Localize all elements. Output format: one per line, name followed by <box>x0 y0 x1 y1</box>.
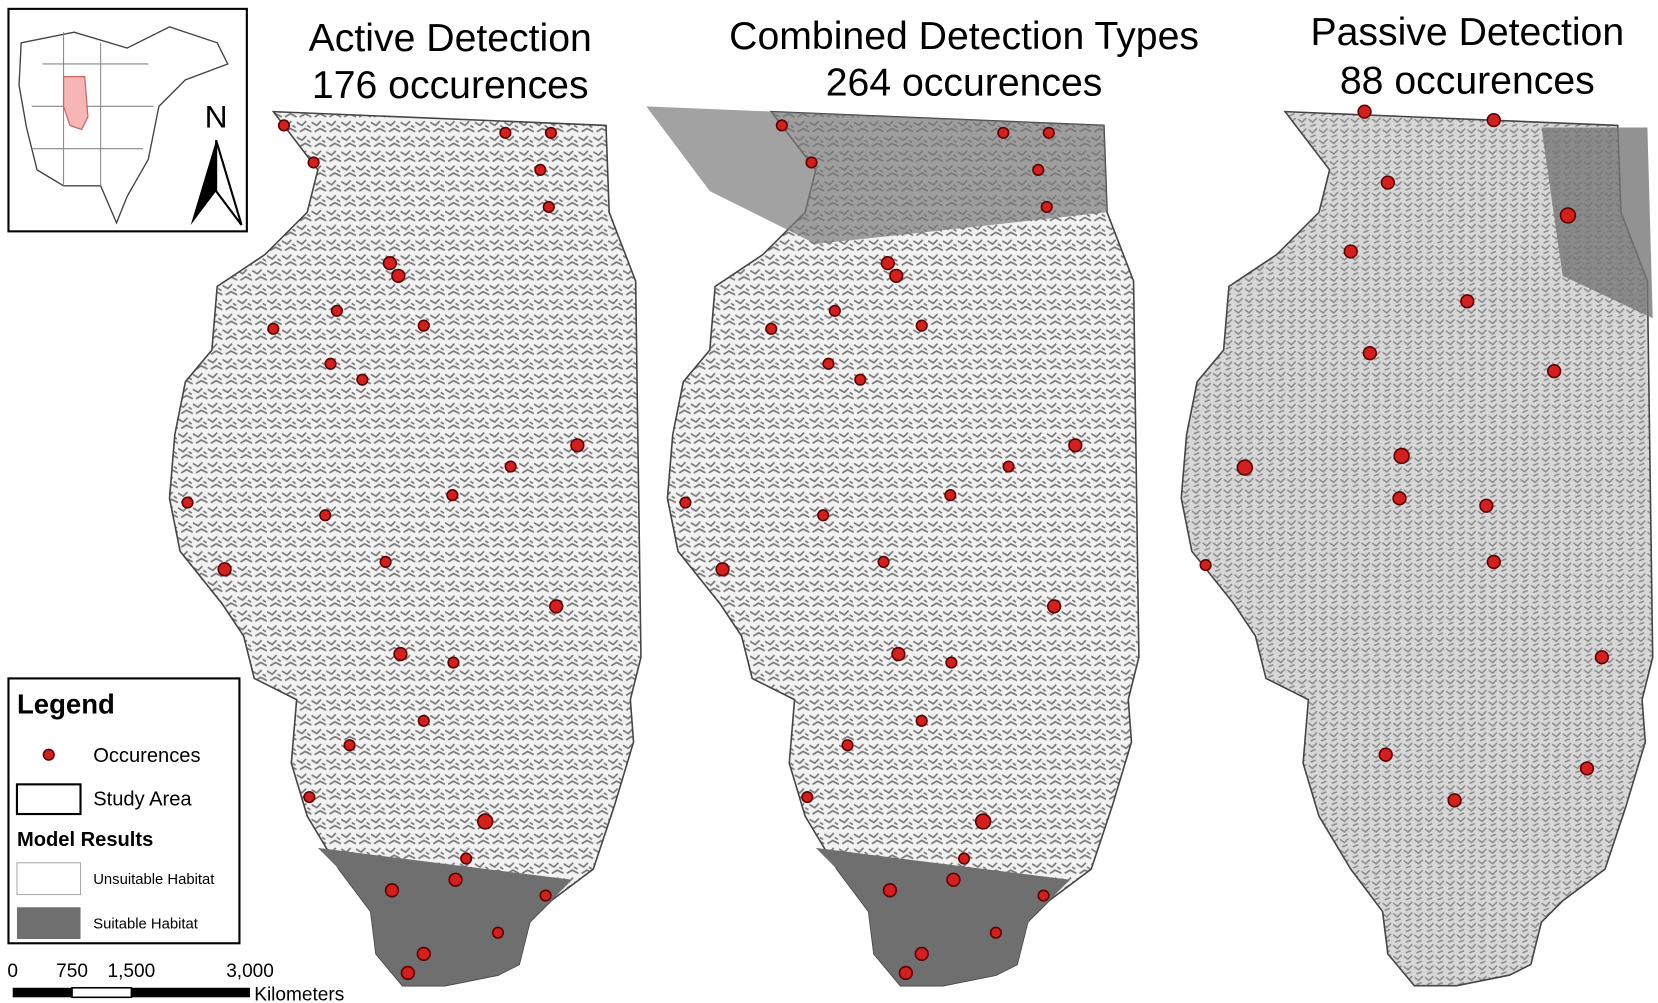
legend-title: Legend <box>17 688 115 719</box>
scale-tick: 750 <box>56 961 88 982</box>
north-label: N <box>205 99 228 135</box>
map-combined <box>646 106 1139 985</box>
panel-title: Combined Detection Types <box>729 15 1199 58</box>
legend-item: Occurences <box>93 745 200 767</box>
inset-map: N <box>8 9 246 231</box>
figure: Active Detection 176 occurences Combined… <box>0 0 1658 1003</box>
scale-tick: 1,500 <box>108 961 156 982</box>
panel-subtitle: 176 occurences <box>312 64 589 107</box>
legend-heading: Model Results <box>17 829 153 851</box>
scale-bar: 0 750 1,500 3,000 Kilometers <box>7 961 344 1003</box>
legend-item: Study Area <box>93 789 192 811</box>
scale-tick: 0 <box>7 961 18 982</box>
scale-unit: Kilometers <box>254 984 344 1003</box>
panel-title: Active Detection <box>309 17 592 60</box>
legend: Legend Occurences Study Area Model Resul… <box>8 678 239 943</box>
panel-title: Passive Detection <box>1310 11 1624 54</box>
legend-item: Suitable Habitat <box>93 916 199 932</box>
map-passive <box>1181 112 1652 986</box>
panel-subtitle: 88 occurences <box>1340 60 1595 103</box>
legend-item: Unsuitable Habitat <box>93 872 215 888</box>
scale-tick: 3,000 <box>226 961 274 982</box>
panel-titles: Active Detection 176 occurences Combined… <box>309 11 1624 107</box>
panel-subtitle: 264 occurences <box>826 62 1103 105</box>
